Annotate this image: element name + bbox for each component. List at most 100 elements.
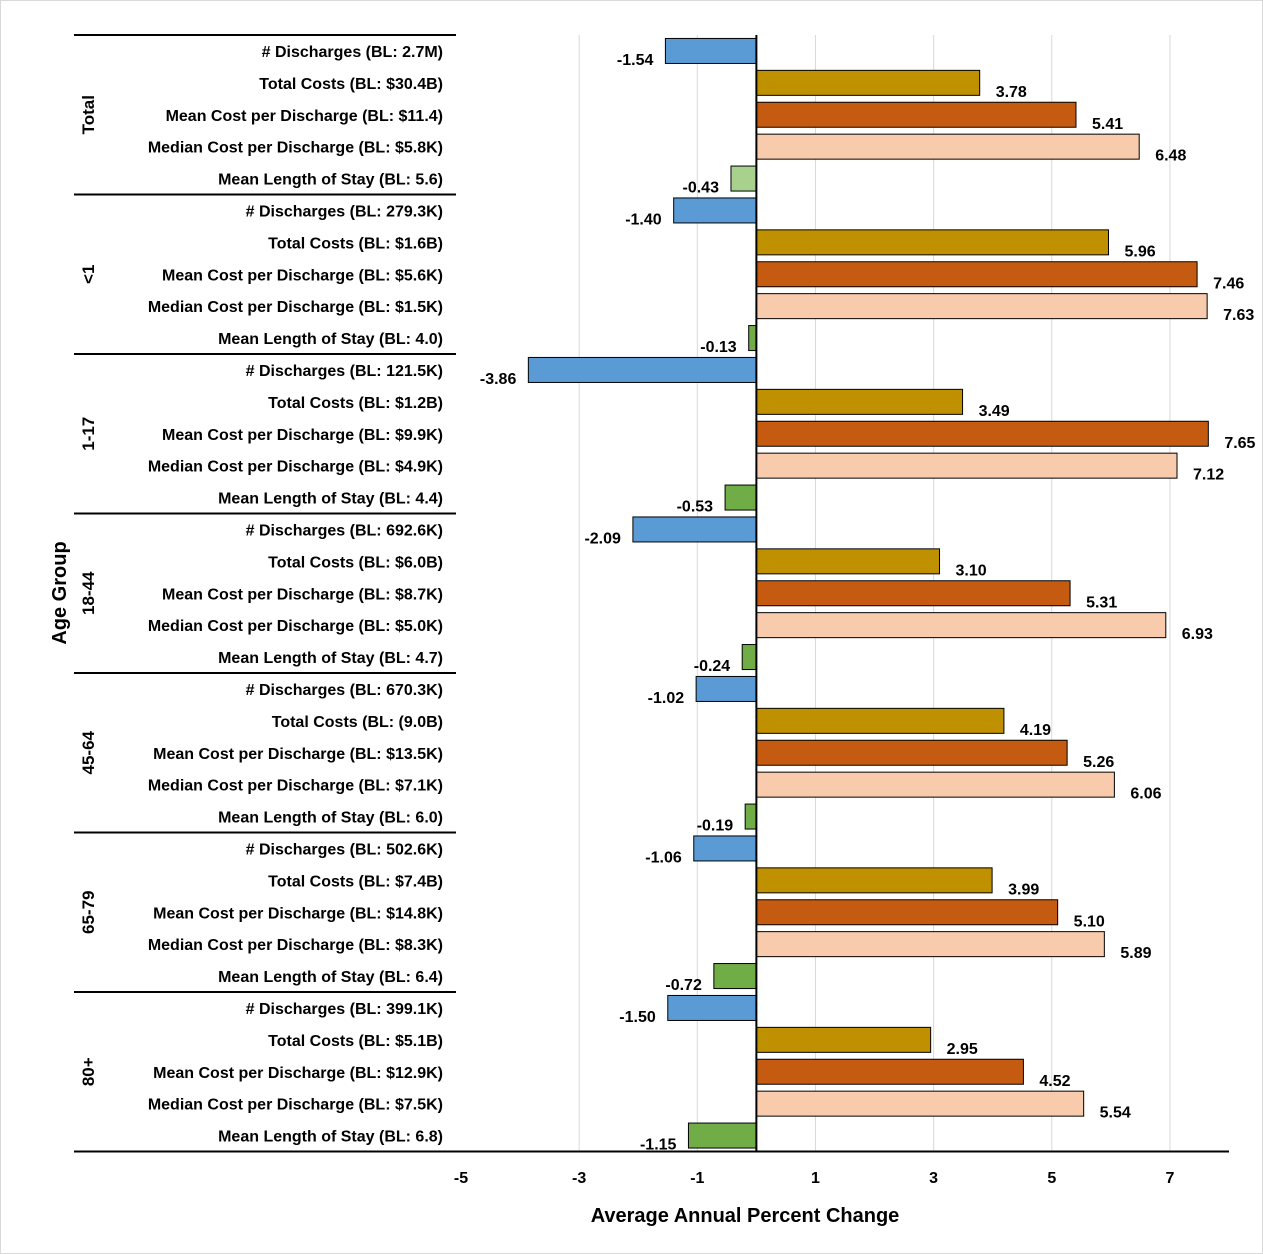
- bar: [755, 867, 993, 894]
- category-label: Mean Cost per Discharge (BL: $11.4): [166, 108, 443, 125]
- bar: [693, 835, 757, 862]
- bar: [730, 165, 757, 192]
- category-label: Mean Cost per Discharge (BL: $14.8K): [153, 905, 443, 922]
- bar: [755, 261, 1198, 288]
- category-label: Median Cost per Discharge (BL: $1.5K): [148, 299, 443, 316]
- bar: [755, 133, 1140, 160]
- category-label: Mean Length of Stay (BL: 5.6): [218, 172, 443, 189]
- category-label: Median Cost per Discharge (BL: $5.8K): [148, 140, 443, 157]
- data-label: 7.46: [1213, 275, 1244, 292]
- group-label: 45-64: [79, 730, 98, 774]
- category-label: Total Costs (BL: $5.1B): [268, 1033, 443, 1050]
- category-label: Mean Length of Stay (BL: 4.4): [218, 491, 443, 508]
- bar: [741, 644, 757, 671]
- bar: [755, 69, 981, 96]
- category-label: Mean Cost per Discharge (BL: $8.7K): [162, 586, 443, 603]
- data-label: -1.54: [617, 52, 654, 69]
- data-label: 5.10: [1074, 913, 1105, 930]
- group-label: 18-44: [79, 571, 98, 615]
- category-label: Total Costs (BL: $30.4B): [259, 76, 443, 93]
- bar: [755, 101, 1077, 128]
- data-label: 6.06: [1130, 786, 1161, 803]
- data-label: 5.31: [1086, 594, 1117, 611]
- data-label: 3.49: [979, 403, 1010, 420]
- category-label: Mean Cost per Discharge (BL: $5.6K): [162, 267, 443, 284]
- category-label: Total Costs (BL: $1.2B): [268, 395, 443, 412]
- bar: [755, 739, 1068, 766]
- data-label: 5.41: [1092, 116, 1123, 133]
- category-label: Median Cost per Discharge (BL: $7.5K): [148, 1097, 443, 1114]
- bars: [527, 37, 1209, 1149]
- data-label: 7.63: [1223, 307, 1254, 324]
- data-label: 3.99: [1008, 881, 1039, 898]
- category-label: # Discharges (BL: 670.3K): [246, 682, 443, 699]
- category-label: # Discharges (BL: 692.6K): [246, 522, 443, 539]
- data-label: 4.52: [1039, 1073, 1070, 1090]
- group-label: 65-79: [79, 891, 98, 934]
- bar: [755, 548, 941, 575]
- category-label: # Discharges (BL: 2.7M): [262, 44, 443, 61]
- data-label: -0.13: [700, 339, 737, 356]
- category-label: Mean Cost per Discharge (BL: $9.9K): [162, 427, 443, 444]
- category-label: Total Costs (BL: (9.0B): [272, 714, 443, 731]
- bar: [755, 707, 1005, 734]
- data-label: 3.10: [956, 562, 987, 579]
- category-label: Mean Length of Stay (BL: 6.0): [218, 810, 443, 827]
- category-label: # Discharges (BL: 121.5K): [246, 363, 443, 380]
- category-label: Mean Length of Stay (BL: 4.7): [218, 650, 443, 667]
- bar: [755, 612, 1167, 639]
- data-label: 7.65: [1224, 435, 1255, 452]
- y-axis-title: Age Group: [49, 541, 71, 644]
- bar: [755, 452, 1178, 479]
- bar: [755, 388, 964, 415]
- category-label: Total Costs (BL: $1.6B): [268, 235, 443, 252]
- category-label: Median Cost per Discharge (BL: $8.3K): [148, 937, 443, 954]
- x-tick-label: -5: [454, 1170, 468, 1187]
- bar: [744, 803, 757, 830]
- bar: [695, 675, 757, 702]
- category-label: Mean Length of Stay (BL: 6.4): [218, 969, 443, 986]
- bar: [755, 771, 1115, 798]
- category-label: Mean Length of Stay (BL: 4.0): [218, 331, 443, 348]
- category-label: Mean Cost per Discharge (BL: $13.5K): [153, 746, 443, 763]
- labels: -5 -3 -1 1 3 5 7 # Discharges (BL: 2.7M) -1.54 To…: [79, 44, 1256, 1187]
- data-label: -2.09: [584, 530, 621, 547]
- data-label: 2.95: [947, 1041, 978, 1058]
- bar: [755, 899, 1059, 926]
- x-tick-label: 5: [1047, 1170, 1056, 1187]
- bar: [687, 1122, 757, 1149]
- bar: [755, 580, 1071, 607]
- data-label: -0.53: [677, 499, 714, 516]
- category-label: # Discharges (BL: 279.3K): [246, 203, 443, 220]
- data-label: -0.72: [665, 977, 702, 994]
- x-tick-label: -3: [572, 1170, 586, 1187]
- category-label: Median Cost per Discharge (BL: $7.1K): [148, 778, 443, 795]
- data-label: 5.54: [1100, 1105, 1131, 1122]
- data-label: -1.02: [648, 690, 685, 707]
- data-label: -1.50: [619, 1009, 656, 1026]
- bar: [724, 484, 757, 511]
- data-label: 6.93: [1182, 626, 1213, 643]
- bar: [713, 963, 757, 990]
- bar: [755, 420, 1209, 447]
- bar: [632, 516, 757, 543]
- bar: [527, 356, 757, 383]
- x-axis-title: Average Annual Percent Change: [591, 1205, 900, 1227]
- bar: [673, 197, 757, 224]
- data-label: 6.48: [1155, 148, 1186, 165]
- x-tick-label: 3: [929, 1170, 938, 1187]
- data-label: -1.40: [625, 211, 662, 228]
- axes: [74, 34, 1229, 1153]
- data-label: 5.89: [1120, 945, 1151, 962]
- category-label: Mean Cost per Discharge (BL: $12.9K): [153, 1065, 443, 1082]
- bar: [755, 1058, 1024, 1085]
- category-label: Total Costs (BL: $7.4B): [268, 873, 443, 890]
- data-label: -1.15: [640, 1137, 677, 1154]
- group-label: 1-17: [79, 417, 98, 451]
- bar: [755, 1090, 1085, 1117]
- data-label: -0.43: [683, 180, 720, 197]
- data-label: -0.24: [694, 658, 731, 675]
- bar: [664, 37, 757, 64]
- category-label: Median Cost per Discharge (BL: $4.9K): [148, 459, 443, 476]
